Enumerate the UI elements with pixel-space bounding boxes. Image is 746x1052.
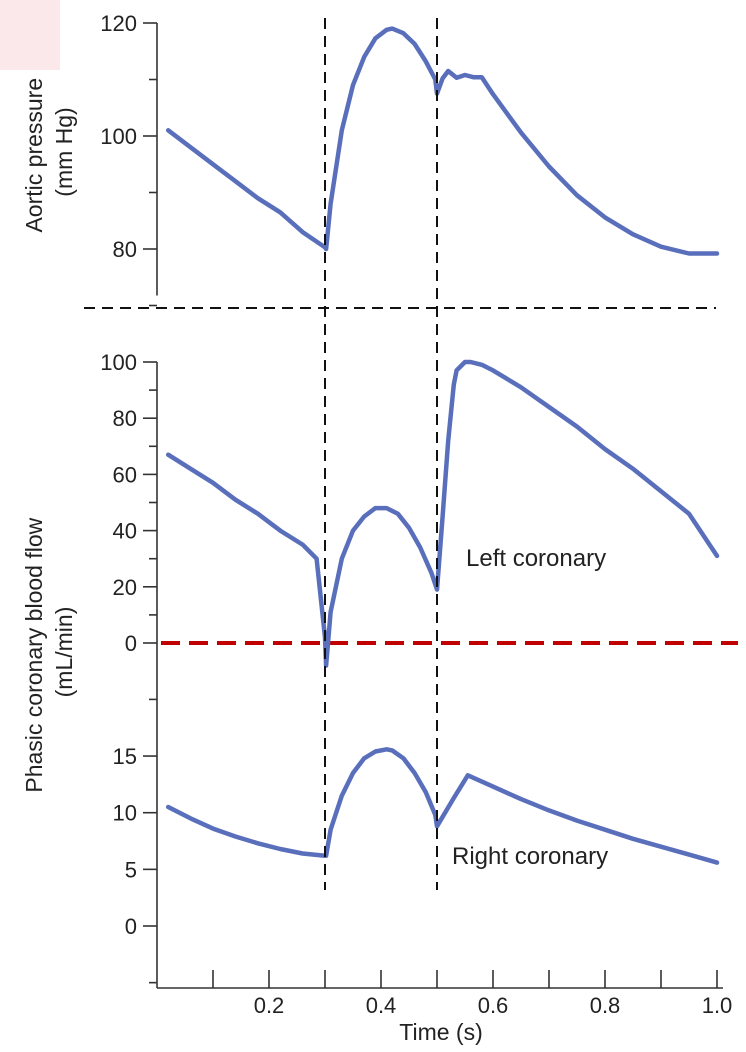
- aortic-y-tick-label: 100: [100, 124, 137, 149]
- right-flow-y-tick-label: 0: [125, 914, 137, 939]
- coronary-ylabel-line-2: (mL/min): [51, 607, 77, 698]
- x-axis-title: Time (s): [399, 1019, 482, 1045]
- aortic-y-tick-label: 120: [100, 11, 137, 36]
- coronary-ylabel: Phasic coronary blood flow (mL/min): [21, 511, 77, 792]
- phase-markers: [324, 18, 438, 890]
- x-tick-label: 0.2: [254, 993, 285, 1018]
- x-tick-label: 0.6: [478, 993, 509, 1018]
- coronary-panel: Phasic coronary blood flow (mL/min) 1008…: [21, 350, 738, 988]
- left-flow-y-tick-label: 100: [100, 350, 137, 375]
- aortic-y-axis: 80 100 120: [100, 11, 158, 307]
- right-flow-y-tick-label: 5: [125, 857, 137, 882]
- aortic-y-tick-label: 80: [113, 237, 137, 262]
- aortic-pressure-series: [165, 26, 720, 256]
- aortic-ylabel-line-1: Aortic pressure: [21, 78, 47, 233]
- right-flow-y-tick-label: 15: [113, 744, 137, 769]
- right-coronary-label: Right coronary: [452, 843, 608, 870]
- x-axis-ticks: 0.2 0.4 0.6 0.8 1.0: [212, 970, 733, 1018]
- coronary-y-axis: 100 80 60 40 20 0 15 10 5 0: [100, 350, 158, 988]
- aortic-ylabel-line-2: (mm Hg): [51, 107, 77, 196]
- right-coronary-series: [165, 747, 720, 865]
- right-flow-y-tick-label: 10: [113, 801, 137, 826]
- left-flow-y-tick-label: 60: [113, 462, 137, 487]
- left-flow-y-tick-label: 20: [113, 575, 137, 600]
- left-coronary-series: [165, 359, 720, 668]
- x-tick-label: 1.0: [702, 993, 733, 1018]
- x-axis: 0.2 0.4 0.6 0.8 1.0 Time (s): [157, 970, 732, 1045]
- x-tick-label: 0.8: [590, 993, 621, 1018]
- coronary-ylabel-line-1: Phasic coronary blood flow: [21, 517, 47, 792]
- left-flow-y-tick-label: 0: [125, 631, 137, 656]
- aortic-panel: Aortic pressure (mm Hg) 80 100 120: [21, 11, 720, 307]
- x-tick-label: 0.4: [366, 993, 397, 1018]
- left-flow-y-tick-label: 40: [113, 519, 137, 544]
- aortic-ylabel: Aortic pressure (mm Hg): [21, 71, 77, 232]
- chart-background: [60, 0, 746, 1052]
- left-flow-y-tick-label: 80: [113, 406, 137, 431]
- left-coronary-label: Left coronary: [466, 545, 606, 572]
